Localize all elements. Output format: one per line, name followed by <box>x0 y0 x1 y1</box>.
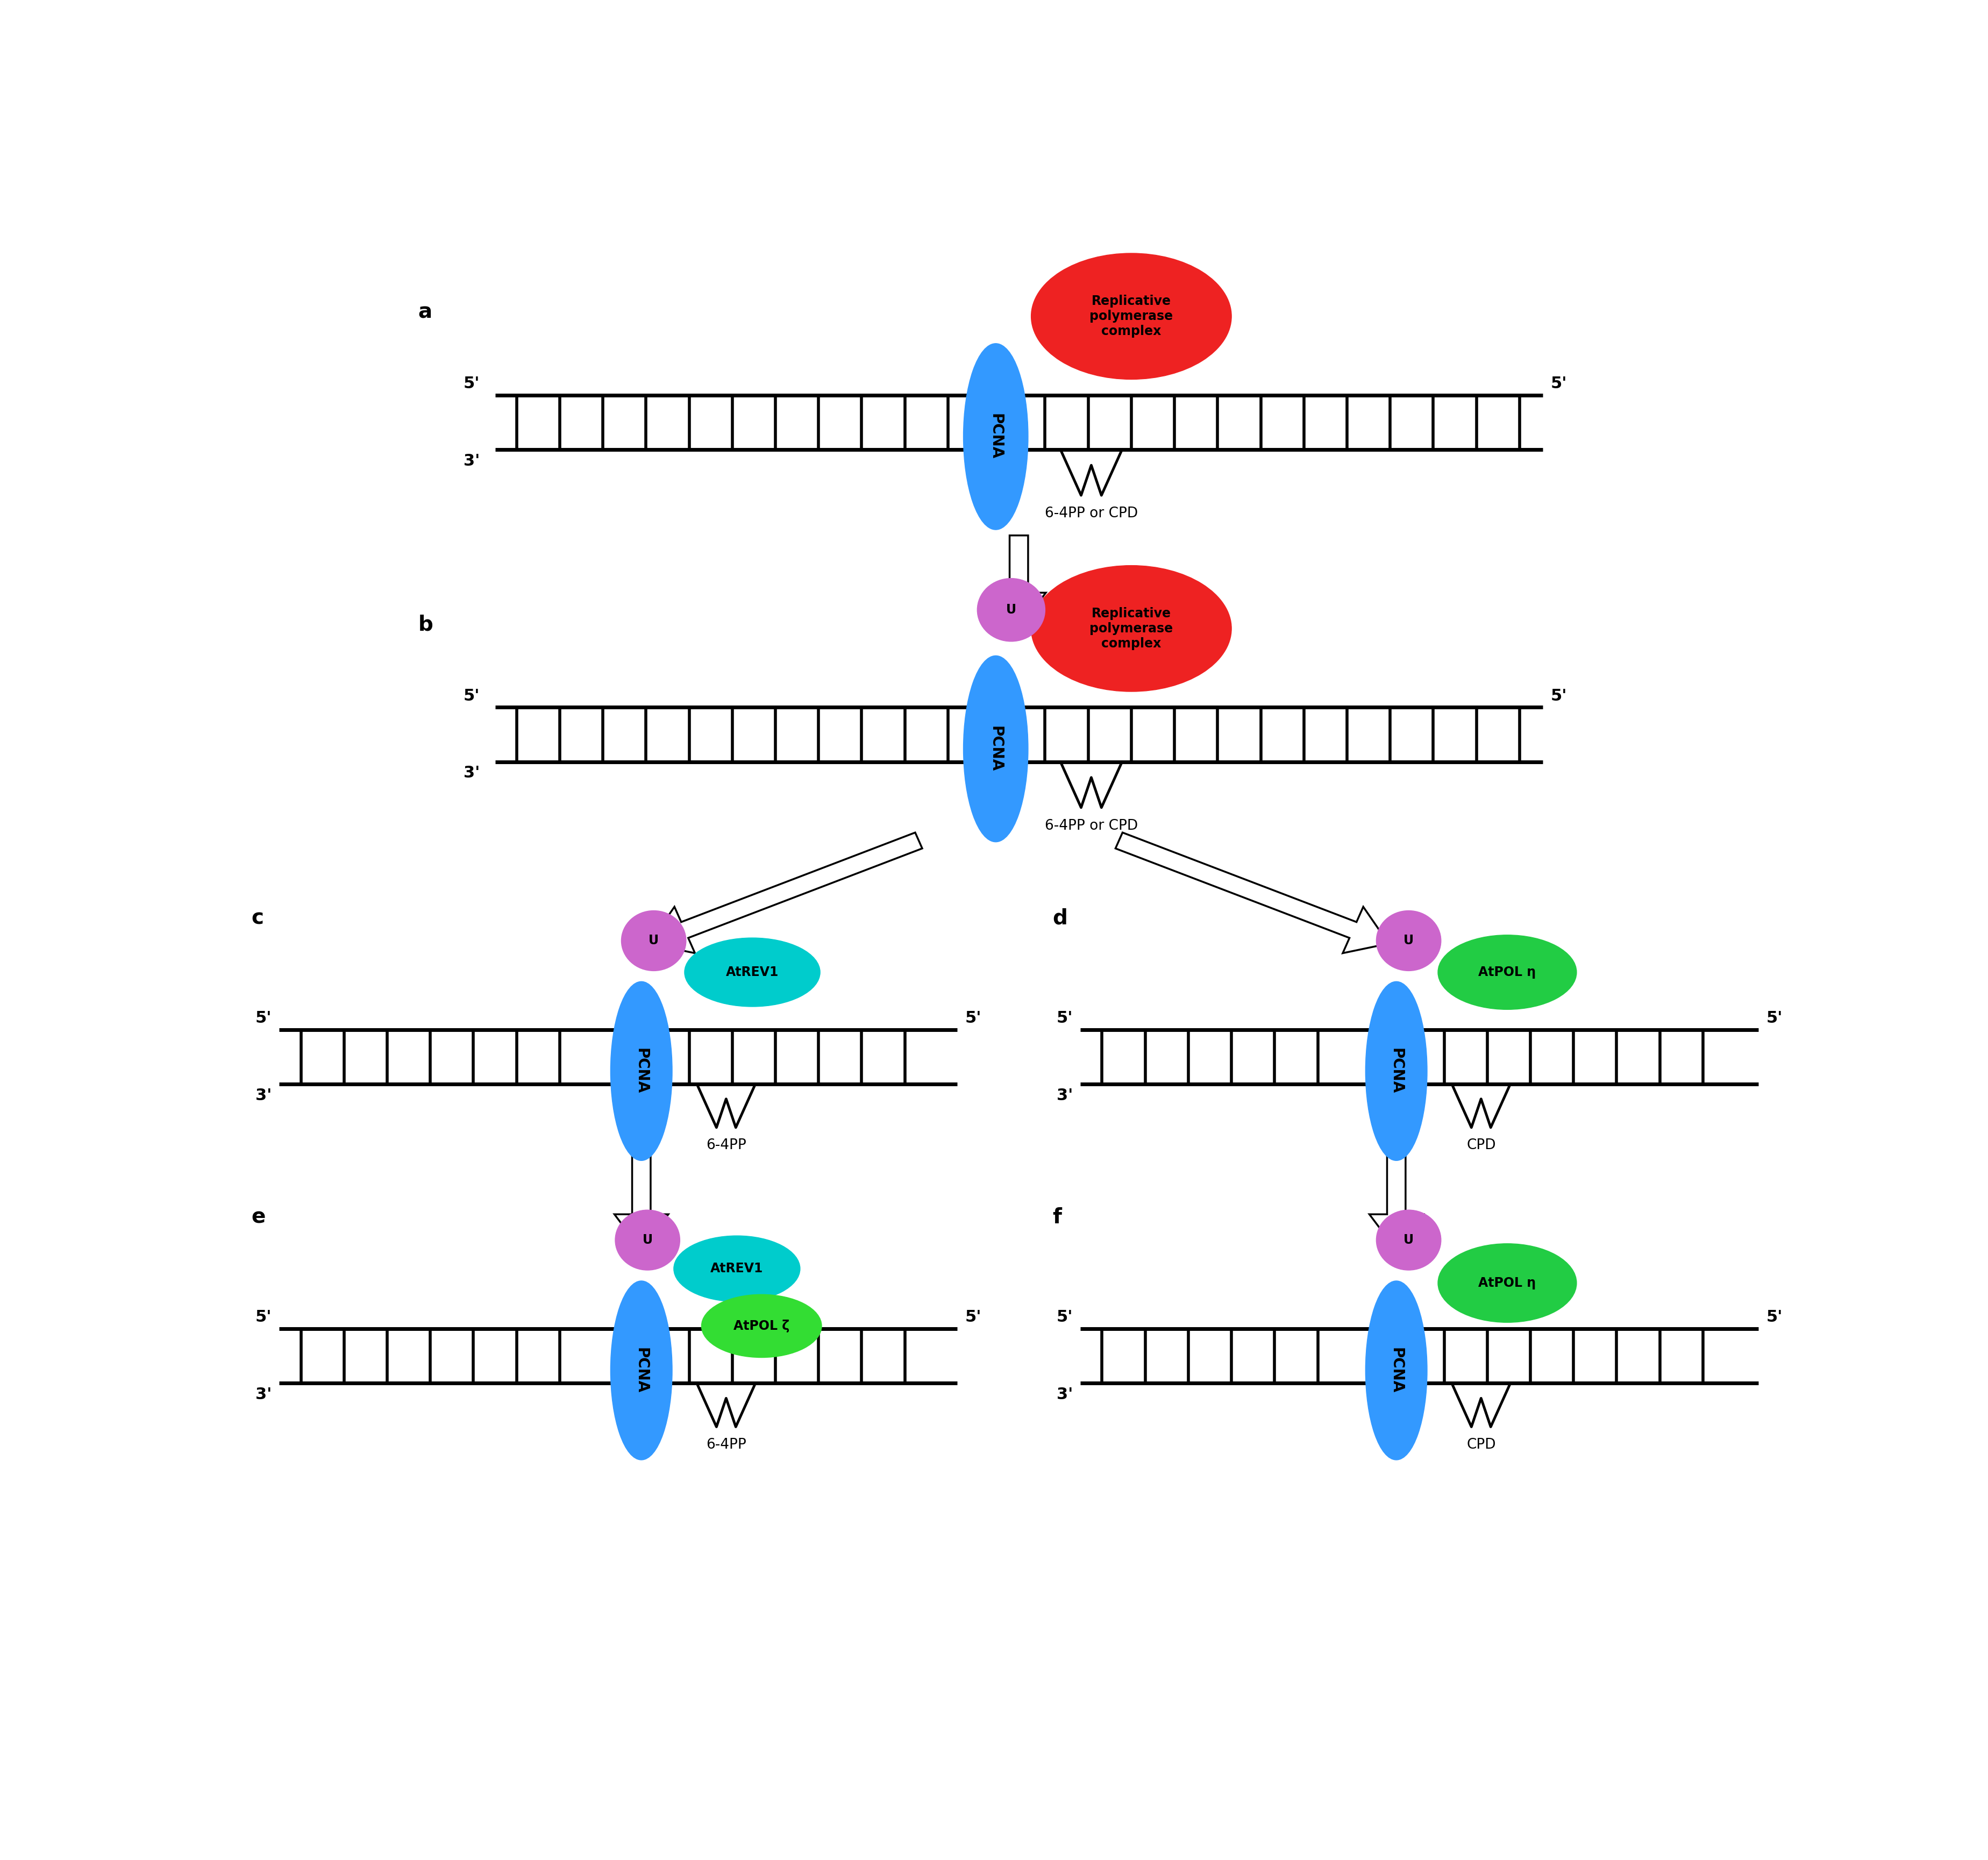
Text: U: U <box>648 934 658 947</box>
Circle shape <box>978 578 1046 642</box>
Text: PCNA: PCNA <box>988 413 1004 459</box>
Text: c: c <box>252 908 264 928</box>
Text: Replicative
polymerase
complex: Replicative polymerase complex <box>1089 296 1173 339</box>
Text: 5': 5' <box>1056 1010 1074 1027</box>
Text: U: U <box>1404 1233 1413 1246</box>
Text: 6-4PP or CPD: 6-4PP or CPD <box>1046 818 1137 833</box>
Text: CPD: CPD <box>1467 1438 1495 1451</box>
Text: 5': 5' <box>463 688 479 703</box>
FancyArrow shape <box>992 536 1046 629</box>
FancyArrow shape <box>614 1153 668 1250</box>
Text: 5': 5' <box>1056 1309 1074 1324</box>
Text: d: d <box>1054 908 1068 928</box>
Ellipse shape <box>702 1295 821 1358</box>
Text: 6-4PP: 6-4PP <box>706 1138 746 1153</box>
Text: AtREV1: AtREV1 <box>726 965 779 978</box>
FancyArrow shape <box>648 833 922 952</box>
Text: PCNA: PCNA <box>634 1347 648 1393</box>
FancyArrow shape <box>1115 833 1388 952</box>
Text: a: a <box>417 301 431 322</box>
Text: 5': 5' <box>964 1309 982 1324</box>
Text: 5': 5' <box>254 1309 272 1324</box>
Circle shape <box>614 1211 680 1270</box>
Text: 6-4PP: 6-4PP <box>706 1438 746 1451</box>
Text: PCNA: PCNA <box>634 1049 648 1094</box>
Ellipse shape <box>1366 982 1427 1161</box>
Text: 5': 5' <box>964 1010 982 1027</box>
Text: PCNA: PCNA <box>988 725 1004 772</box>
Text: 5': 5' <box>1765 1309 1783 1324</box>
Ellipse shape <box>610 982 672 1161</box>
Text: AtREV1: AtREV1 <box>710 1263 763 1276</box>
Circle shape <box>1376 1211 1441 1270</box>
Text: f: f <box>1054 1207 1062 1228</box>
Text: 5': 5' <box>254 1010 272 1027</box>
Text: 5': 5' <box>463 376 479 391</box>
Text: U: U <box>1404 934 1413 947</box>
Text: Replicative
polymerase
complex: Replicative polymerase complex <box>1089 606 1173 649</box>
Ellipse shape <box>674 1235 799 1302</box>
Text: AtPOL η: AtPOL η <box>1479 1276 1537 1289</box>
Circle shape <box>622 911 686 971</box>
Text: 6-4PP or CPD: 6-4PP or CPD <box>1046 506 1137 521</box>
Ellipse shape <box>1437 1244 1576 1322</box>
Ellipse shape <box>1032 565 1231 692</box>
Text: U: U <box>642 1233 652 1246</box>
Text: 5': 5' <box>1551 688 1567 703</box>
Text: PCNA: PCNA <box>1390 1347 1404 1393</box>
Text: 3': 3' <box>463 764 479 781</box>
Text: AtPOL η: AtPOL η <box>1479 965 1537 978</box>
Text: b: b <box>417 614 433 634</box>
Text: 5': 5' <box>1551 376 1567 391</box>
Ellipse shape <box>1032 253 1231 379</box>
Circle shape <box>1376 911 1441 971</box>
Ellipse shape <box>1437 936 1576 1010</box>
Ellipse shape <box>1366 1282 1427 1460</box>
Text: 5': 5' <box>1765 1010 1783 1027</box>
Text: U: U <box>1006 603 1016 616</box>
Ellipse shape <box>610 1282 672 1460</box>
Text: 3': 3' <box>463 454 479 469</box>
FancyArrow shape <box>1370 1153 1423 1250</box>
Text: 3': 3' <box>254 1088 272 1103</box>
Text: 3': 3' <box>254 1388 272 1402</box>
Text: CPD: CPD <box>1467 1138 1495 1153</box>
Ellipse shape <box>684 937 821 1006</box>
Text: PCNA: PCNA <box>1390 1049 1404 1094</box>
Text: 3': 3' <box>1056 1388 1074 1402</box>
Ellipse shape <box>964 344 1028 530</box>
Ellipse shape <box>964 657 1028 843</box>
Text: 3': 3' <box>1056 1088 1074 1103</box>
Text: e: e <box>252 1207 266 1228</box>
Text: AtPOL ζ: AtPOL ζ <box>734 1319 789 1332</box>
